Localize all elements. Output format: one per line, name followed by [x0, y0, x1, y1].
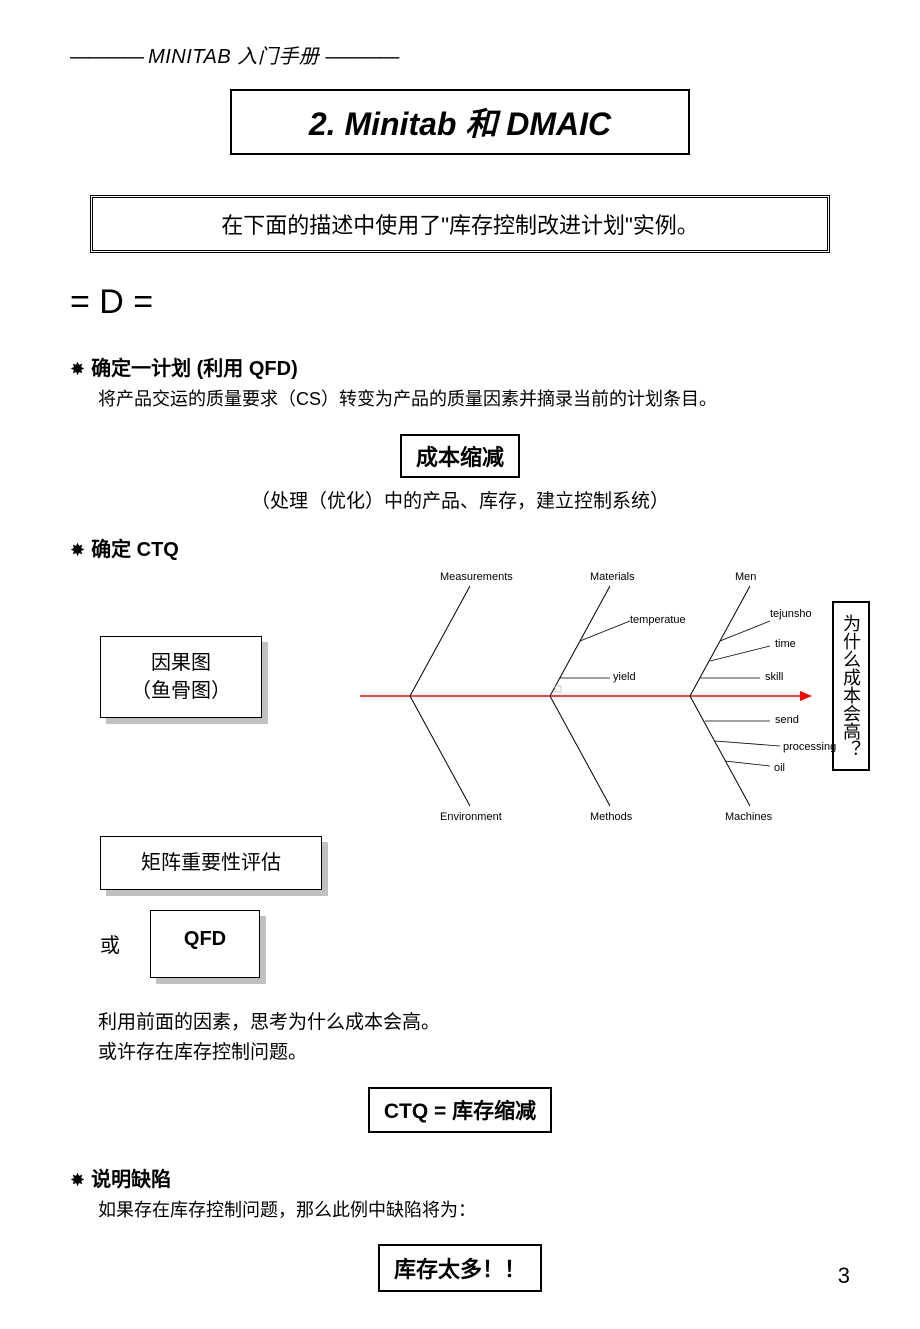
cause-line2: （鱼骨图）	[131, 677, 231, 705]
sub-tejunsho: tejunsho	[770, 608, 812, 620]
star-icon: ✸	[70, 540, 85, 561]
intro-box: 在下面的描述中使用了"库存控制改进计划"实例。	[90, 195, 830, 253]
bullet-2: ✸ 确定 CTQ	[70, 533, 850, 562]
cost-note: （处理（优化）中的产品、库存，建立控制系统）	[70, 486, 850, 513]
ctq-eq-wrap: CTQ = 库存缩减	[70, 1087, 850, 1133]
why-cost-high-box: 为什么成本会高？	[832, 601, 870, 771]
cat-machines: Machines	[725, 811, 772, 823]
cause-effect-front: 因果图 （鱼骨图）	[100, 636, 262, 718]
think-line2: 或许存在库存控制问题。	[98, 1038, 850, 1068]
think-line1: 利用前面的因素，思考为什么成本会高。	[98, 1008, 850, 1038]
bullet-3-desc: 如果存在库存控制问题，那么此例中缺陷将为：	[98, 1196, 850, 1225]
sub-processing: processing	[783, 741, 836, 753]
star-icon: ✸	[70, 359, 85, 380]
sub-time: time	[775, 638, 796, 650]
page-number: 3	[838, 1263, 850, 1289]
sub-yield: yield	[613, 671, 636, 683]
header-title: MINITAB 入门手册	[148, 46, 319, 68]
cat-men: Men	[735, 571, 756, 583]
ctq-equals-box: CTQ = 库存缩减	[368, 1087, 552, 1133]
qfd-front: QFD	[150, 910, 260, 978]
matrix-importance-box: 矩阵重要性评估	[100, 836, 322, 890]
cause-line1: 因果图	[131, 649, 231, 677]
running-header: ———— MINITAB 入门手册 ————	[70, 40, 850, 69]
page: ———— MINITAB 入门手册 ———— 2. Minitab 和 DMAI…	[0, 0, 920, 1329]
or-text: 或	[100, 929, 120, 958]
sub-temperatue: temperatue	[630, 614, 686, 626]
matrix-row: 矩阵重要性评估	[100, 836, 850, 890]
sub-skill: skill	[765, 671, 783, 683]
qfd-box: QFD	[150, 910, 260, 978]
cat-methods: Methods	[590, 811, 632, 823]
chapter-title: 2. Minitab 和 DMAIC	[309, 106, 611, 142]
header-dash-left: ————	[70, 46, 142, 68]
qfd-row: 或 QFD	[100, 910, 850, 978]
bullet-3: ✸ 说明缺陷	[70, 1163, 850, 1192]
cat-materials: Materials	[590, 571, 635, 583]
bullet-3-title: 说明缺陷	[91, 1163, 171, 1192]
sub-oil: oil	[774, 762, 785, 774]
intro-text: 在下面的描述中使用了"库存控制改进计划"实例。	[221, 213, 699, 238]
bullet-1-title: 确定一计划 (利用 QFD)	[91, 352, 298, 381]
bullet-1-desc: 将产品交运的质量要求（CS）转变为产品的质量因素并摘录当前的计划条目。	[98, 385, 850, 414]
bullet-1: ✸ 确定一计划 (利用 QFD)	[70, 352, 850, 381]
defect-box-wrap: 库存太多！！	[70, 1244, 850, 1292]
matrix-front: 矩阵重要性评估	[100, 836, 322, 890]
bullet-2-title: 确定 CTQ	[91, 533, 179, 562]
cat-measurements: Measurements	[440, 571, 513, 583]
star-icon: ✸	[70, 1170, 85, 1191]
cause-effect-box: 因果图 （鱼骨图）	[100, 636, 262, 718]
chapter-title-box: 2. Minitab 和 DMAIC	[230, 89, 690, 155]
too-much-inventory-box: 库存太多！！	[378, 1244, 542, 1292]
fishbone-diagram	[350, 566, 850, 826]
think-text: 利用前面的因素，思考为什么成本会高。 或许存在库存控制问题。	[98, 1008, 850, 1069]
cat-environment: Environment	[440, 811, 502, 823]
sub-send: send	[775, 714, 799, 726]
header-dash-right: ————	[325, 46, 397, 68]
section-d-heading: = D =	[70, 283, 850, 322]
fishbone-section: 因果图 （鱼骨图）	[70, 566, 850, 826]
cost-box-wrap: 成本缩减 （处理（优化）中的产品、库存，建立控制系统）	[70, 434, 850, 513]
cost-reduction-box: 成本缩减	[400, 434, 520, 478]
